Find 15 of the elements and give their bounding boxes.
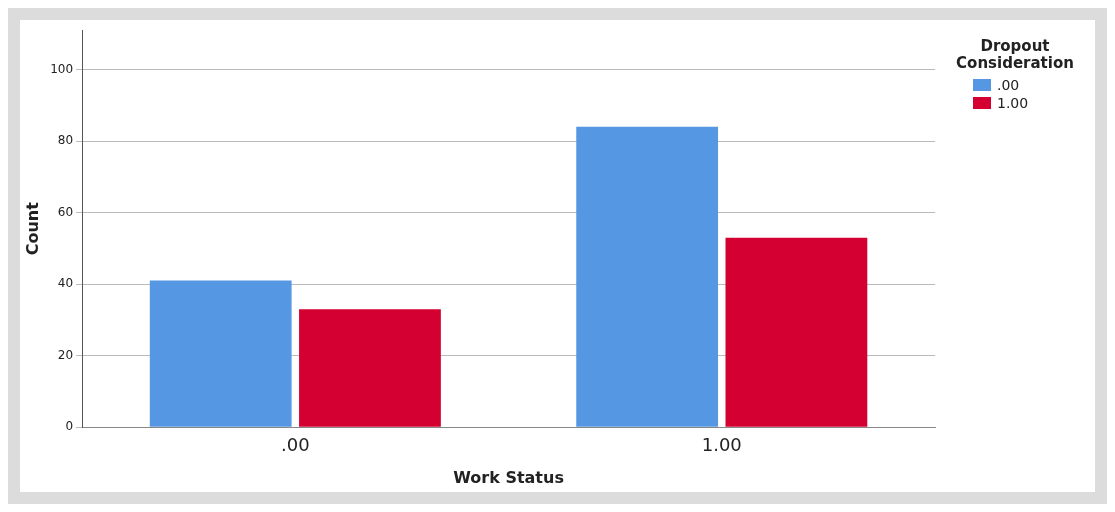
y-tick-label: 80 [57,133,74,148]
y-tick-label: 20 [57,347,74,362]
legend-label: 1.00 [997,94,1029,112]
bar [149,280,292,427]
y-tick-label: 0 [65,419,74,434]
y-tick-label: 60 [57,204,74,219]
y-tick-label: 40 [57,276,74,291]
bar [576,126,719,427]
legend-title: Dropout Consideration [955,37,1075,72]
x-axis-title: Work Status [453,467,564,487]
legend-label: .00 [997,76,1020,94]
y-axis-title: Count [22,201,42,256]
y-tick-label: 100 [50,61,74,76]
bar [725,237,868,427]
bar [299,309,441,427]
